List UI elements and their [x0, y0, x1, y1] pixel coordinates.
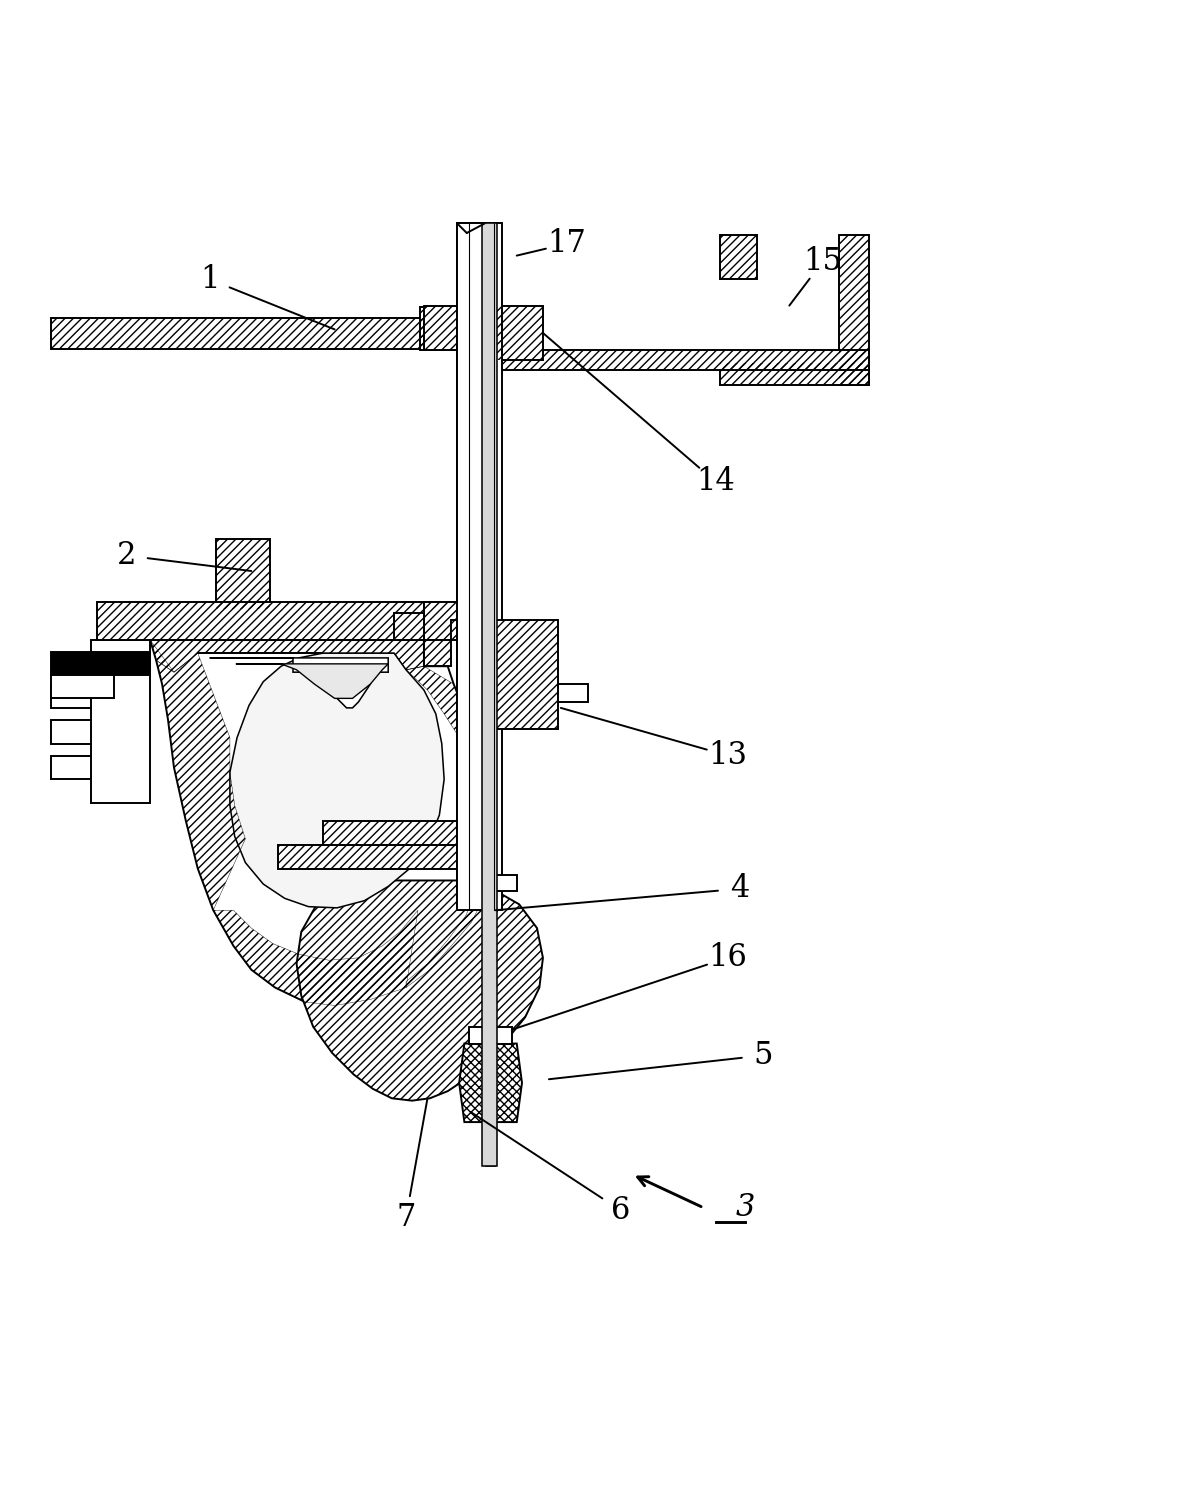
Polygon shape [278, 845, 501, 869]
Text: 6: 6 [611, 1195, 630, 1225]
Polygon shape [490, 305, 543, 360]
Polygon shape [150, 641, 495, 1005]
Polygon shape [424, 641, 451, 666]
Polygon shape [721, 236, 758, 280]
Polygon shape [482, 224, 496, 1166]
Text: 15: 15 [803, 246, 842, 277]
Polygon shape [97, 601, 470, 641]
Polygon shape [486, 224, 495, 1166]
Polygon shape [51, 719, 117, 743]
Polygon shape [721, 363, 869, 385]
Text: 1: 1 [200, 264, 220, 295]
Polygon shape [51, 651, 150, 674]
Text: 17: 17 [548, 228, 586, 260]
Polygon shape [198, 653, 444, 908]
Polygon shape [457, 224, 484, 910]
Text: 16: 16 [707, 943, 747, 973]
Text: 13: 13 [707, 740, 747, 771]
Polygon shape [424, 601, 470, 641]
Polygon shape [51, 756, 117, 780]
Text: 3: 3 [736, 1192, 755, 1224]
Polygon shape [91, 641, 150, 804]
Polygon shape [459, 1044, 523, 1123]
Polygon shape [236, 663, 388, 698]
Text: 4: 4 [730, 873, 749, 904]
Polygon shape [51, 674, 115, 698]
Polygon shape [420, 307, 462, 349]
Polygon shape [323, 820, 477, 845]
Polygon shape [451, 620, 495, 641]
Text: 5: 5 [754, 1040, 773, 1071]
Polygon shape [495, 620, 558, 730]
Text: 2: 2 [117, 539, 136, 571]
Polygon shape [490, 349, 869, 370]
Polygon shape [297, 881, 543, 1100]
Polygon shape [424, 305, 469, 349]
Polygon shape [464, 875, 517, 891]
Polygon shape [558, 684, 588, 703]
Polygon shape [216, 539, 271, 609]
Polygon shape [210, 657, 388, 707]
Text: 7: 7 [396, 1201, 415, 1233]
Polygon shape [469, 1027, 512, 1044]
Polygon shape [394, 612, 424, 641]
Polygon shape [457, 224, 502, 910]
Polygon shape [51, 684, 117, 707]
Text: 14: 14 [697, 467, 735, 497]
Polygon shape [51, 317, 493, 349]
Polygon shape [840, 236, 869, 385]
